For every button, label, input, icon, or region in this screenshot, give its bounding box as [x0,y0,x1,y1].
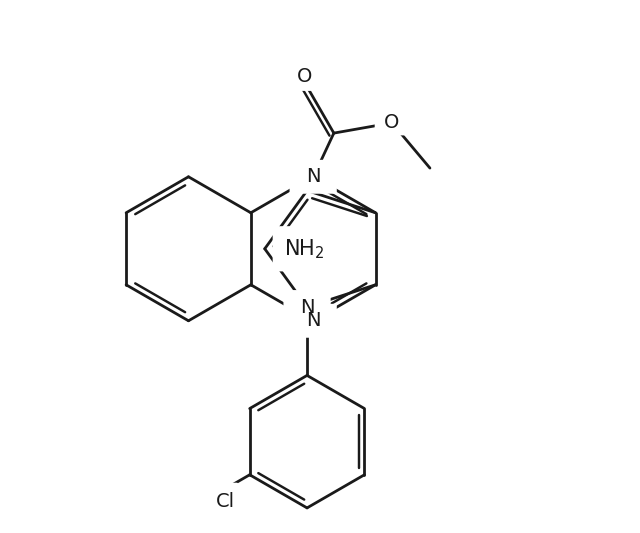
Text: N: N [300,297,314,317]
Text: N: N [306,311,321,330]
Text: Cl: Cl [216,492,235,511]
Text: NH$_2$: NH$_2$ [284,237,324,261]
FancyBboxPatch shape [284,290,331,324]
Text: N: N [306,167,321,186]
FancyBboxPatch shape [185,483,238,521]
FancyBboxPatch shape [289,304,337,338]
FancyBboxPatch shape [287,66,321,91]
Text: O: O [296,68,312,86]
FancyBboxPatch shape [273,226,336,271]
FancyBboxPatch shape [374,110,409,135]
FancyBboxPatch shape [289,160,337,193]
Text: O: O [384,114,399,132]
